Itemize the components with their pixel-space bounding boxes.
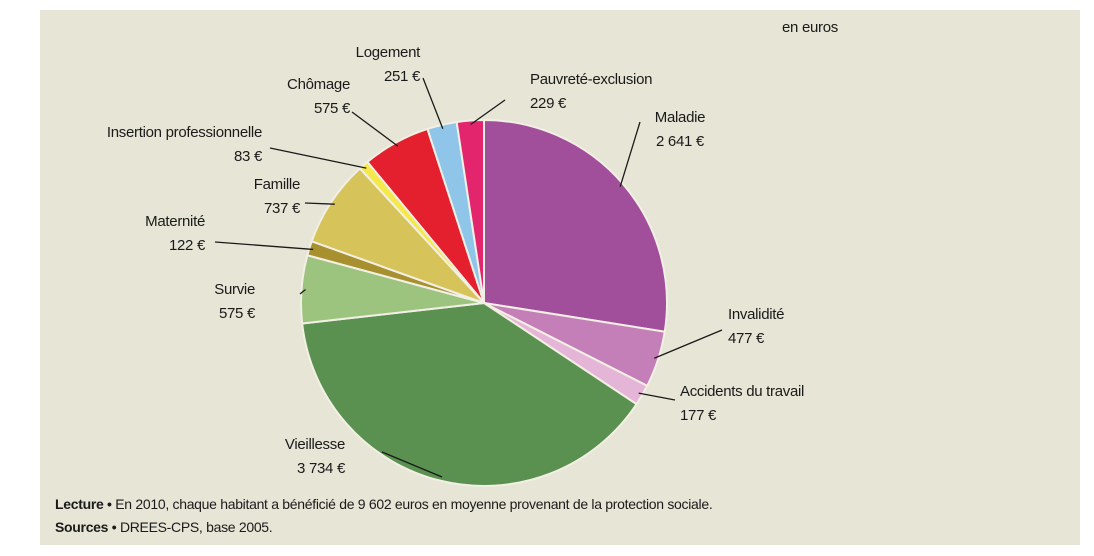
- slice-value-label: 177 €: [680, 407, 717, 424]
- slice-label: Insertion professionnelle: [107, 124, 262, 141]
- leader-line: [470, 99, 506, 126]
- reading-note-label: Lecture •: [55, 496, 112, 512]
- leader-line: [304, 202, 335, 205]
- reading-note-text: En 2010, chaque habitant a bénéficié de …: [115, 496, 712, 512]
- reading-note: Lecture • En 2010, chaque habitant a bén…: [55, 496, 712, 512]
- leader-line: [269, 147, 367, 169]
- slice-label: Chômage: [287, 76, 350, 93]
- slice-value-label: 477 €: [728, 330, 765, 347]
- source-note-label: Sources •: [55, 519, 117, 535]
- slice-value-label: 737 €: [264, 200, 301, 217]
- leader-line: [381, 451, 443, 478]
- slice-value-label: 83 €: [234, 148, 263, 165]
- pie-slice: [455, 118, 485, 304]
- slice-value-label: 3 734 €: [297, 460, 346, 477]
- slice-label: Accidents du travail: [680, 383, 804, 400]
- slice-value-label: 229 €: [530, 95, 567, 112]
- slice-value-label: 122 €: [169, 237, 206, 254]
- leader-line: [638, 392, 676, 401]
- pie-slice: [301, 301, 638, 487]
- leader-line: [654, 329, 723, 359]
- slice-value-label: 575 €: [219, 305, 256, 322]
- leader-line: [214, 241, 314, 251]
- pie-slice: [483, 118, 668, 333]
- leader-line: [619, 121, 641, 187]
- unit-label: en euros: [782, 19, 838, 36]
- slice-label: Famille: [254, 176, 300, 193]
- slice-label: Invalidité: [728, 306, 784, 323]
- slice-label: Vieillesse: [285, 436, 345, 453]
- slice-label: Maternité: [145, 213, 205, 230]
- slice-label: Logement: [356, 44, 421, 61]
- slice-value-label: 251 €: [384, 68, 421, 85]
- slice-value-label: 575 €: [314, 100, 351, 117]
- leader-line: [351, 111, 399, 147]
- leader-line: [299, 288, 306, 295]
- slice-value-label: 2 641 €: [656, 133, 705, 150]
- slice-label: Survie: [214, 281, 255, 298]
- slice-label: Maladie: [655, 109, 705, 126]
- leader-line: [422, 77, 444, 130]
- source-note: Sources • DREES-CPS, base 2005.: [55, 519, 272, 535]
- source-note-text: DREES-CPS, base 2005.: [120, 519, 272, 535]
- slice-label: Pauvreté-exclusion: [530, 71, 652, 88]
